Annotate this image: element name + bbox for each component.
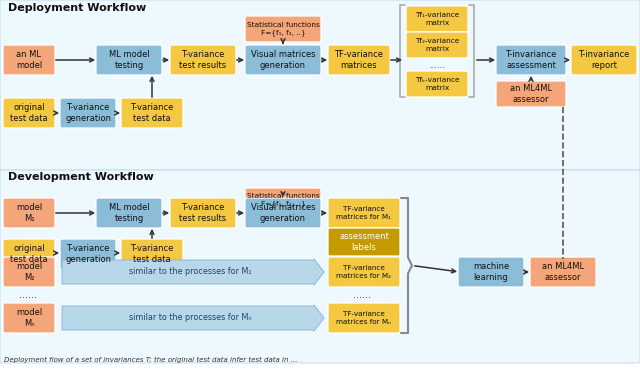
FancyBboxPatch shape: [121, 98, 183, 128]
Text: T-variance
test data: T-variance test data: [131, 103, 173, 123]
Text: ......: ......: [353, 290, 371, 300]
Text: T-invariance
assessment: T-invariance assessment: [506, 50, 557, 70]
FancyBboxPatch shape: [328, 228, 400, 256]
FancyBboxPatch shape: [60, 239, 116, 269]
Text: Tf₁-variance
matrix: Tf₁-variance matrix: [415, 13, 459, 25]
Text: TF-variance
matrices for M₁: TF-variance matrices for M₁: [337, 206, 392, 220]
FancyBboxPatch shape: [0, 0, 640, 170]
Text: original
test data: original test data: [10, 244, 48, 264]
Text: similar to the processes for M₁: similar to the processes for M₁: [129, 268, 252, 276]
Text: Statistical functions
F={f₁, f₂, ..}: Statistical functions F={f₁, f₂, ..}: [246, 22, 319, 36]
Text: TF-variance
matrices for Mₙ: TF-variance matrices for Mₙ: [337, 311, 392, 325]
Text: machine
learning: machine learning: [473, 262, 509, 282]
FancyBboxPatch shape: [245, 16, 321, 42]
Text: ML model
testing: ML model testing: [109, 203, 149, 223]
Text: ML model
testing: ML model testing: [109, 50, 149, 70]
Text: T-invariance
report: T-invariance report: [579, 50, 630, 70]
FancyBboxPatch shape: [328, 45, 390, 75]
FancyBboxPatch shape: [458, 257, 524, 287]
FancyBboxPatch shape: [60, 98, 116, 128]
FancyBboxPatch shape: [3, 239, 55, 269]
Text: Statistical functions
F={f₁, f₂, ..}: Statistical functions F={f₁, f₂, ..}: [246, 193, 319, 207]
FancyBboxPatch shape: [96, 45, 162, 75]
FancyBboxPatch shape: [3, 257, 55, 287]
Text: an ML4ML
assessor: an ML4ML assessor: [542, 262, 584, 282]
FancyBboxPatch shape: [328, 257, 400, 287]
Text: model
Mₙ: model Mₙ: [16, 308, 42, 328]
FancyBboxPatch shape: [0, 170, 640, 363]
Text: T-variance
test results: T-variance test results: [179, 203, 227, 223]
FancyBboxPatch shape: [245, 188, 321, 212]
FancyBboxPatch shape: [3, 45, 55, 75]
FancyBboxPatch shape: [328, 303, 400, 333]
FancyBboxPatch shape: [406, 71, 468, 97]
FancyBboxPatch shape: [328, 198, 400, 228]
Text: Tf₂-variance
matrix: Tf₂-variance matrix: [415, 38, 459, 52]
Text: assessment
labels: assessment labels: [339, 232, 389, 252]
FancyArrow shape: [62, 305, 324, 331]
Text: TF-variance
matrices: TF-variance matrices: [335, 50, 383, 70]
Text: Tfₖ-variance
matrix: Tfₖ-variance matrix: [415, 77, 460, 91]
FancyBboxPatch shape: [121, 239, 183, 269]
Text: original
test data: original test data: [10, 103, 48, 123]
FancyBboxPatch shape: [3, 303, 55, 333]
FancyBboxPatch shape: [170, 45, 236, 75]
Text: T-variance
test data: T-variance test data: [131, 244, 173, 264]
FancyBboxPatch shape: [170, 198, 236, 228]
Text: model
M₁: model M₁: [16, 203, 42, 223]
Text: ......: ......: [19, 290, 37, 300]
Text: an ML4ML
assessor: an ML4ML assessor: [510, 84, 552, 104]
Text: Visual matrices
generation: Visual matrices generation: [251, 50, 316, 70]
Text: an ML
model: an ML model: [16, 50, 42, 70]
Text: Development Workflow: Development Workflow: [8, 172, 154, 182]
FancyBboxPatch shape: [3, 98, 55, 128]
FancyArrow shape: [62, 259, 324, 285]
Text: T-variance
test results: T-variance test results: [179, 50, 227, 70]
Text: T-variance
generation: T-variance generation: [65, 244, 111, 264]
FancyBboxPatch shape: [496, 45, 566, 75]
Text: ......: ......: [429, 61, 445, 69]
FancyBboxPatch shape: [96, 198, 162, 228]
FancyBboxPatch shape: [496, 81, 566, 107]
FancyBboxPatch shape: [3, 198, 55, 228]
FancyBboxPatch shape: [406, 6, 468, 32]
Text: model
M₂: model M₂: [16, 262, 42, 282]
Text: Deployment Workflow: Deployment Workflow: [8, 3, 147, 13]
Text: T-variance
generation: T-variance generation: [65, 103, 111, 123]
FancyBboxPatch shape: [571, 45, 637, 75]
Text: Deployment flow of a set of invariances T; the original test data infer test dat: Deployment flow of a set of invariances …: [4, 357, 298, 363]
FancyBboxPatch shape: [245, 198, 321, 228]
FancyBboxPatch shape: [406, 32, 468, 58]
FancyBboxPatch shape: [530, 257, 596, 287]
FancyBboxPatch shape: [245, 45, 321, 75]
Text: Visual matrices
generation: Visual matrices generation: [251, 203, 316, 223]
Text: TF-variance
matrices for M₂: TF-variance matrices for M₂: [337, 265, 392, 279]
Text: similar to the processes for Mₙ: similar to the processes for Mₙ: [129, 314, 252, 323]
